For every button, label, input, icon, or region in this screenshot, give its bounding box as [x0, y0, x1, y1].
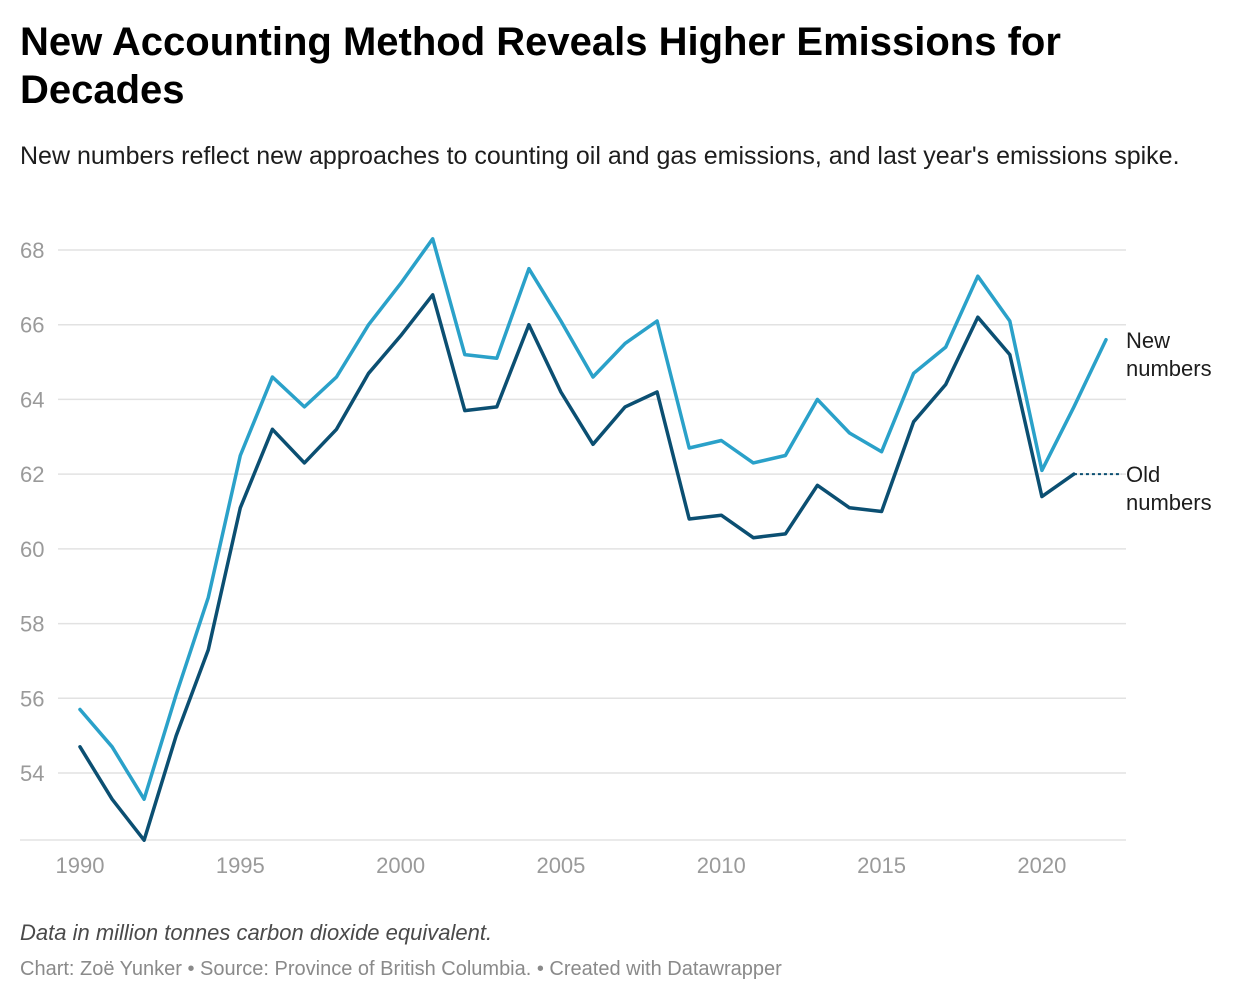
grid-lines: [20, 249, 1126, 841]
y-tick-label-64: 64: [20, 387, 44, 412]
y-tick-label-68: 68: [20, 238, 44, 263]
y-tick-label-58: 58: [20, 612, 44, 637]
series-label-old: Old numbers: [1126, 462, 1212, 515]
series-label-line: numbers: [1126, 356, 1212, 381]
x-tick-label-2005: 2005: [536, 853, 585, 878]
x-axis-ticks: 1990 1995 2000 2005 2010 2015 2020: [56, 853, 1067, 878]
y-tick-label-62: 62: [20, 462, 44, 487]
series-label-line: New: [1126, 328, 1170, 353]
x-tick-label-2000: 2000: [376, 853, 425, 878]
y-tick-label-56: 56: [20, 686, 44, 711]
x-tick-label-1995: 1995: [216, 853, 265, 878]
chart-title: New Accounting Method Reveals Higher Emi…: [20, 20, 1061, 112]
series-labels: New numbers Old numbers: [1126, 328, 1212, 515]
y-axis-ticks: 54 56 58 60 62 64 66 68: [20, 238, 44, 786]
y-tick-label-54: 54: [20, 761, 44, 786]
x-tick-label-1990: 1990: [56, 853, 105, 878]
source-credit: Chart: Zoë Yunker • Source: Province of …: [20, 958, 782, 980]
series-lines: [78, 237, 1122, 842]
line-chart: 54 56 58 60 62 64 66 68 1990 1995 2000 2005 2010 201…: [20, 237, 1212, 878]
y-tick-label-60: 60: [20, 537, 44, 562]
x-tick-label-2020: 2020: [1017, 853, 1066, 878]
units-note: Data in million tonnes carbon dioxide eq…: [20, 920, 493, 945]
x-tick-label-2010: 2010: [697, 853, 746, 878]
series-line-new: [78, 237, 1108, 801]
series-label-line: numbers: [1126, 490, 1212, 515]
series-label-new: New numbers: [1126, 328, 1212, 381]
x-tick-label-2015: 2015: [857, 853, 906, 878]
chart-subtitle: New numbers reflect new approaches to co…: [20, 142, 1180, 170]
series-line-old: [78, 293, 1076, 842]
y-tick-label-66: 66: [20, 313, 44, 338]
series-label-line: Old: [1126, 462, 1160, 487]
